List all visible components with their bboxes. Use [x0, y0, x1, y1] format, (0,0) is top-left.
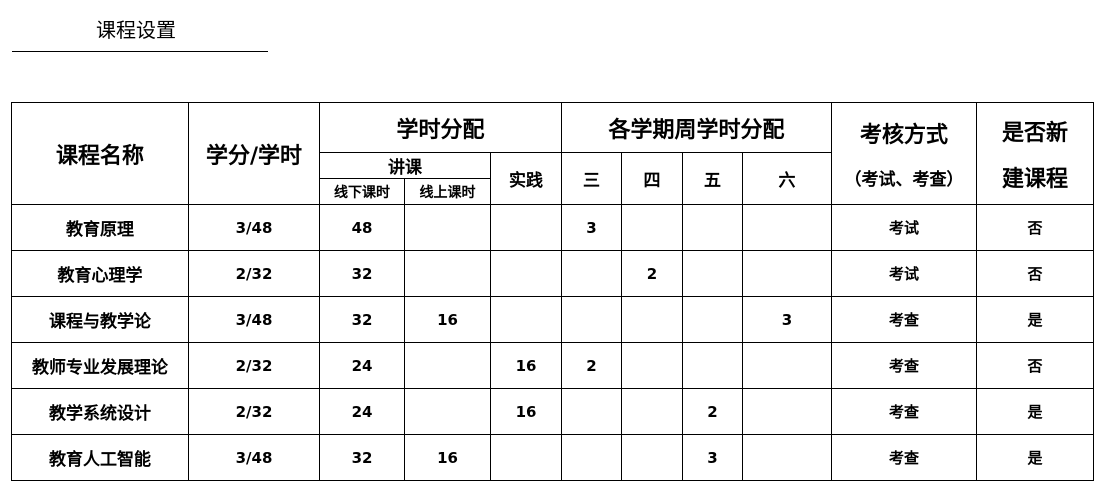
cell-exam-method: 考查 [831, 434, 977, 481]
cell-course-name: 教育人工智能 [11, 434, 189, 481]
table-row: 教育人工智能 3/48 32 16 3 考查是 [11, 434, 1094, 481]
header-term-4: 四 [621, 152, 683, 205]
cell-term-6 [742, 342, 832, 389]
cell-offline-hours: 32 [319, 296, 405, 343]
cell-term-6 [742, 388, 832, 435]
cell-term-4 [621, 204, 683, 251]
cell-offline-hours: 48 [319, 204, 405, 251]
cell-course-name: 教育心理学 [11, 250, 189, 297]
cell-online-hours [404, 342, 491, 389]
cell-exam-method: 考查 [831, 296, 977, 343]
cell-new-course: 否 [976, 250, 1094, 297]
cell-new-course: 否 [976, 342, 1094, 389]
cell-practice-hours: 16 [490, 342, 562, 389]
cell-course-name: 课程与教学论 [11, 296, 189, 343]
cell-term-5: 2 [682, 388, 743, 435]
cell-new-course: 否 [976, 204, 1094, 251]
cell-term-4: 2 [621, 250, 683, 297]
title-underline [12, 51, 268, 52]
header-lecture: 讲课 [319, 152, 491, 179]
cell-exam-method: 考试 [831, 204, 977, 251]
cell-credit: 3/48 [188, 296, 320, 343]
cell-term-3: 3 [561, 204, 622, 251]
cell-term-5 [682, 296, 743, 343]
cell-course-name: 教师专业发展理论 [11, 342, 189, 389]
course-table: 课程名称 学分/学时 学时分配 各学期周学时分配 考核方式 （考试、考查） 是否新… [11, 102, 1094, 481]
cell-offline-hours: 24 [319, 388, 405, 435]
header-course-name: 课程名称 [11, 102, 189, 205]
cell-online-hours [404, 204, 491, 251]
cell-exam-method: 考查 [831, 388, 977, 435]
table-row: 教育原理 3/48 48 3 考试否 [11, 204, 1094, 251]
cell-term-5 [682, 342, 743, 389]
cell-term-4 [621, 342, 683, 389]
cell-online-hours [404, 388, 491, 435]
cell-term-3 [561, 388, 622, 435]
cell-term-6 [742, 204, 832, 251]
header-exam-method: 考核方式 （考试、考查） [831, 102, 977, 205]
section-title: 课程设置 [96, 18, 176, 42]
cell-practice-hours: 16 [490, 388, 562, 435]
cell-online-hours [404, 250, 491, 297]
cell-term-4 [621, 388, 683, 435]
cell-credit: 3/48 [188, 204, 320, 251]
cell-offline-hours: 24 [319, 342, 405, 389]
header-term-6: 六 [742, 152, 832, 205]
cell-new-course: 是 [976, 434, 1094, 481]
cell-term-5 [682, 250, 743, 297]
header-online: 线上课时 [404, 178, 491, 205]
cell-term-3 [561, 250, 622, 297]
exam-label: 考核方式 [859, 123, 948, 148]
cell-term-6 [742, 250, 832, 297]
table-row: 课程与教学论 3/48 32 16 3 考查是 [11, 296, 1094, 343]
cell-term-4 [621, 434, 683, 481]
cell-exam-method: 考查 [831, 342, 977, 389]
header-term-3: 三 [561, 152, 622, 205]
cell-term-4 [621, 296, 683, 343]
header-new-course: 是否新 建课程 [976, 102, 1094, 205]
cell-course-name: 教学系统设计 [11, 388, 189, 435]
header-offline: 线下课时 [319, 178, 405, 205]
header-weekly-hours: 各学期周学时分配 [561, 102, 832, 153]
cell-term-3: 2 [561, 342, 622, 389]
cell-practice-hours [490, 434, 562, 481]
cell-practice-hours [490, 204, 562, 251]
cell-practice-hours [490, 250, 562, 297]
cell-new-course: 是 [976, 296, 1094, 343]
cell-term-3 [561, 434, 622, 481]
new-course-line2: 建课程 [1001, 166, 1068, 192]
cell-credit: 3/48 [188, 434, 320, 481]
cell-term-6: 3 [742, 296, 832, 343]
cell-term-6 [742, 434, 832, 481]
header-hour-allocation: 学时分配 [319, 102, 562, 153]
cell-online-hours: 16 [404, 296, 491, 343]
cell-online-hours: 16 [404, 434, 491, 481]
table-row: 教育心理学 2/32 32 2 考试否 [11, 250, 1094, 297]
table-row: 教师专业发展理论 2/32 24 16 2 考查否 [11, 342, 1094, 389]
new-course-line1: 是否新 [1001, 120, 1068, 146]
cell-credit: 2/32 [188, 250, 320, 297]
cell-offline-hours: 32 [319, 434, 405, 481]
cell-course-name: 教育原理 [11, 204, 189, 251]
cell-new-course: 是 [976, 388, 1094, 435]
cell-term-5 [682, 204, 743, 251]
header-credit: 学分/学时 [188, 102, 320, 205]
table-row: 教学系统设计 2/32 24 16 2 考查是 [11, 388, 1094, 435]
header-practice: 实践 [490, 152, 562, 205]
cell-term-5: 3 [682, 434, 743, 481]
cell-offline-hours: 32 [319, 250, 405, 297]
cell-term-3 [561, 296, 622, 343]
cell-credit: 2/32 [188, 342, 320, 389]
header-term-5: 五 [682, 152, 743, 205]
cell-credit: 2/32 [188, 388, 320, 435]
cell-exam-method: 考试 [831, 250, 977, 297]
cell-practice-hours [490, 296, 562, 343]
exam-sub-label: （考试、考查） [844, 170, 964, 190]
